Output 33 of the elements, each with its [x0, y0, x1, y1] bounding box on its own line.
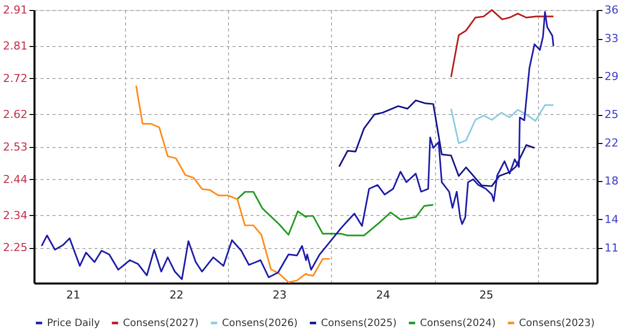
y-tick-label: 2.25: [3, 241, 28, 254]
legend-label: Price Daily: [47, 318, 100, 329]
x-tick-label: 23: [272, 288, 287, 302]
legend-label: Consens(2027): [123, 318, 199, 329]
y-tick-label: 2.91: [3, 4, 28, 16]
x-tick-label: 21: [66, 288, 80, 302]
line-series: [40, 11, 554, 280]
legend-label: Consens(2023): [519, 318, 595, 329]
x-tick-label: 22: [169, 288, 184, 302]
y-tick-label: 2.72: [3, 72, 28, 85]
legend-label: Consens(2024): [420, 318, 496, 329]
y-tick-label: 2.44: [3, 172, 28, 186]
line-series: [135, 84, 331, 284]
y2-tick-label: 18: [604, 174, 618, 188]
y2-tick-label: 22: [604, 136, 618, 150]
legend-label: Consens(2025): [321, 318, 397, 329]
line-series: [450, 9, 554, 78]
y-tick-label: 2.81: [3, 40, 28, 53]
y2-tick-label: 14: [604, 212, 618, 226]
line-series: [338, 100, 536, 187]
y2-tick-label: 25: [604, 108, 618, 122]
y2-tick-label: 29: [604, 70, 618, 84]
line-series: [236, 191, 434, 236]
y2-tick-label: 33: [604, 32, 618, 46]
y-tick-label: 2.62: [3, 108, 28, 121]
legend-label: Consens(2026): [222, 318, 298, 329]
y2-tick-label: 11: [604, 241, 618, 254]
line-series: [450, 104, 554, 144]
x-tick-label: 25: [479, 288, 494, 302]
y2-tick-label: 36: [604, 4, 618, 16]
y-tick-label: 2.53: [3, 140, 28, 154]
x-tick-label: 24: [376, 288, 390, 302]
y-tick-label: 2.34: [3, 208, 28, 222]
